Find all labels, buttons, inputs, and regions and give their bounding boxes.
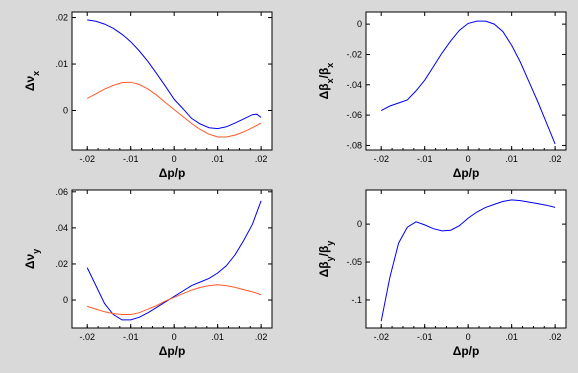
x-tick-label: 0 <box>466 332 471 342</box>
x-tick-label: .02 <box>255 154 268 164</box>
y-tick-label: 0 <box>357 19 362 29</box>
series-line-1 <box>86 200 262 321</box>
x-axis-label: Δp/p <box>453 344 480 358</box>
y-tick-label: 0 <box>357 219 362 229</box>
series-line-1 <box>87 19 262 130</box>
y-axis-label: Δνx <box>23 71 41 91</box>
x-tick-label: -.01 <box>123 332 139 342</box>
plot-area <box>365 189 567 329</box>
x-axis-label: Δp/p <box>159 344 186 358</box>
x-tick-label: -.01 <box>417 332 433 342</box>
x-tick-label: -.01 <box>123 154 139 164</box>
y-tick-label: -.02 <box>346 49 362 59</box>
x-tick-label: .01 <box>505 332 518 342</box>
x-tick-label: .01 <box>211 332 224 342</box>
series-line-1 <box>380 199 556 322</box>
y-tick-label: -.1 <box>351 295 362 305</box>
x-tick-label: -.02 <box>79 332 95 342</box>
y-axis-label: Δνy <box>23 249 41 269</box>
plot-area <box>71 189 273 329</box>
x-tick-label: .02 <box>549 154 562 164</box>
x-tick-label: .02 <box>549 332 562 342</box>
series-line-2 <box>86 81 262 138</box>
plot-area <box>365 11 567 151</box>
x-tick-label: -.02 <box>79 154 95 164</box>
y-tick-label: .04 <box>55 223 68 233</box>
y-tick-label: .01 <box>55 59 68 69</box>
chart-dbetax-vs-dpp: -.02 -.01 0 .01 .02 0 -.02 -.04 -.06 -.08 Δp/p Δβx/… <box>317 11 567 180</box>
x-axis-label: Δp/p <box>159 166 186 180</box>
series-line-1 <box>380 20 556 145</box>
chart-dbetay-vs-dpp: -.02 -.01 0 .01 .02 0 -.05 -.1 Δp/p Δβy/βy <box>317 189 567 358</box>
y-tick-label: 0 <box>63 106 68 116</box>
y-tick-label: .06 <box>55 187 68 197</box>
x-tick-label: -.02 <box>373 154 389 164</box>
y-tick-label: .02 <box>55 13 68 23</box>
plot-area <box>71 11 273 151</box>
y-tick-label: 0 <box>63 295 68 305</box>
chart-dnuy-vs-dpp: -.02 -.01 0 .01 .02 0 .02 .04 .06 Δp/p Δνy <box>23 187 273 358</box>
y-tick-label: -.04 <box>346 80 362 90</box>
x-tick-label: .01 <box>505 154 518 164</box>
x-axis-label: Δp/p <box>453 166 480 180</box>
y-axis-label: Δβy/βy <box>317 241 335 278</box>
x-tick-label: -.01 <box>417 154 433 164</box>
series-line-2 <box>87 284 262 315</box>
chart-dnux-vs-dpp: -.02 -.01 0 .01 .02 0 .01 .02 Δp/p Δνx <box>23 11 273 180</box>
x-tick-label: -.02 <box>373 332 389 342</box>
x-tick-label: 0 <box>172 332 177 342</box>
y-tick-label: -.06 <box>346 110 362 120</box>
x-tick-label: 0 <box>466 154 471 164</box>
x-tick-label: .02 <box>255 332 268 342</box>
y-tick-label: -.08 <box>346 140 362 150</box>
y-tick-label: .02 <box>55 259 68 269</box>
x-tick-label: 0 <box>172 154 177 164</box>
y-tick-label: -.05 <box>346 257 362 267</box>
y-axis-label: Δβx/βx <box>317 63 335 100</box>
x-tick-label: .01 <box>211 154 224 164</box>
